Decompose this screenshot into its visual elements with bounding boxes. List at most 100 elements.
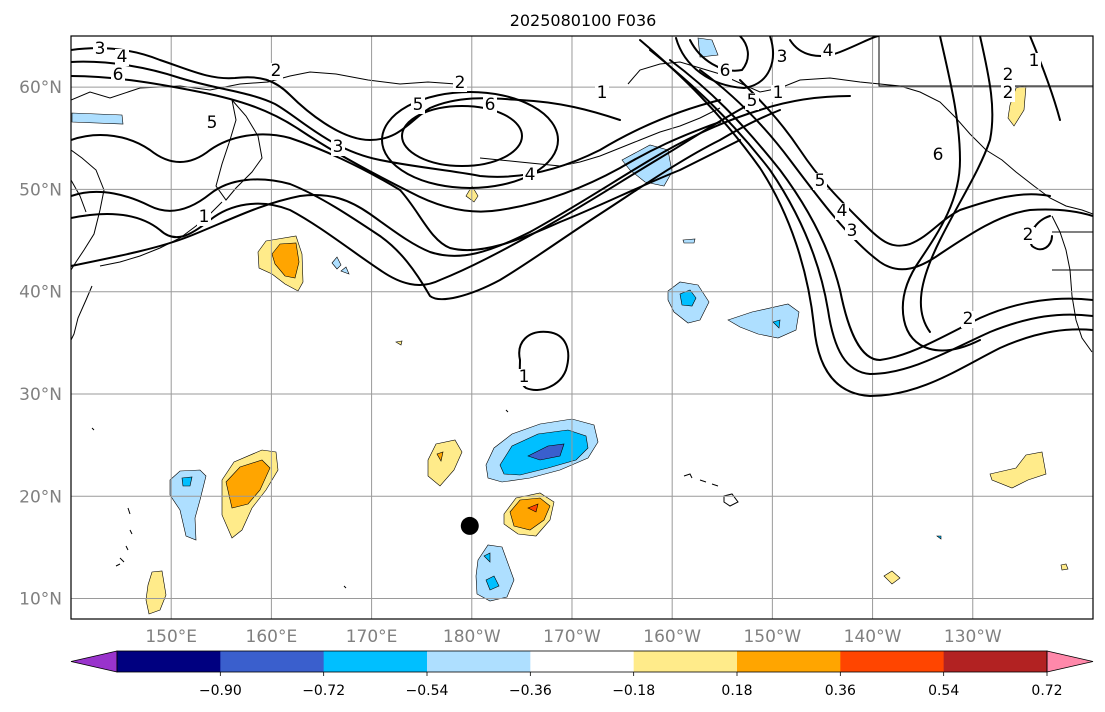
contour-label: 2 [963, 309, 974, 329]
contour-line [71, 75, 721, 213]
anomaly-region [883, 570, 901, 585]
contour-label-bg [813, 173, 827, 190]
colorbar-segment [117, 651, 221, 672]
contour-label: 1 [519, 367, 530, 387]
contour-label: 3 [333, 137, 344, 157]
contour-label: 3 [847, 221, 858, 241]
longitude-tick-label: 160°E [246, 627, 298, 647]
coastline-alaska [627, 61, 1093, 215]
contour-label: 4 [117, 47, 128, 67]
anomaly-region [427, 439, 463, 487]
anomaly-region [682, 238, 696, 244]
anomaly-region [527, 443, 565, 461]
contour-label-bg [1021, 227, 1035, 244]
anomaly-region [679, 289, 697, 307]
coastline-aleutians [479, 107, 721, 167]
contour-label: 5 [747, 91, 758, 111]
contour-label-bg [93, 41, 107, 58]
contour-line [639, 39, 1093, 397]
contour-label: 6 [485, 95, 496, 115]
map-background [71, 36, 1093, 619]
contour-label-bg [517, 369, 531, 386]
coastline-na-west [1051, 215, 1093, 353]
longitude-tick-label: 150°W [743, 627, 801, 647]
contour-label: 3 [95, 39, 106, 59]
anomaly-region [936, 535, 942, 540]
contour-label-bg [115, 49, 129, 66]
anomaly-region [727, 303, 800, 339]
latitude-tick-label: 60°N [19, 78, 62, 98]
contour-line [401, 105, 523, 167]
contour-line [675, 36, 774, 89]
contour-label-bg [845, 223, 859, 240]
contour-label-bg [771, 85, 785, 102]
map-boundary-box [1052, 231, 1093, 271]
colorbar-tick-label: −0.18 [612, 683, 655, 699]
colorbar-tick-label: −0.72 [302, 683, 345, 699]
anomaly-region [1007, 85, 1027, 127]
anomaly-region [475, 544, 515, 602]
anomaly-region [181, 476, 193, 487]
colorbar-segment [737, 651, 841, 672]
contour-label-bg [331, 139, 345, 156]
contour-label: 5 [413, 95, 424, 115]
anomaly-region [697, 37, 719, 58]
contour-line [1029, 215, 1053, 251]
map-title: 2025080100 F036 [510, 11, 657, 30]
anomaly-region [772, 319, 781, 329]
anomaly-region [485, 575, 500, 591]
contour-label-bg [595, 85, 609, 102]
contour-label-bg [269, 63, 283, 80]
latitude-tick-label: 50°N [19, 180, 62, 200]
colorbar-tick-label: −0.90 [199, 683, 242, 699]
contour-line [71, 95, 851, 267]
contour-label: 4 [837, 201, 848, 221]
contour-label: 1 [773, 83, 784, 103]
contour-label: 3 [777, 47, 788, 67]
colorbar-extend-low [70, 650, 118, 673]
contour-label-bg [1001, 85, 1015, 102]
anomaly-region [395, 340, 403, 346]
anomaly-region [331, 256, 342, 270]
contour-label-bg [411, 97, 425, 114]
contour-label-bg [205, 115, 219, 132]
colorbar-segment [633, 651, 738, 672]
anomaly-region [145, 570, 167, 615]
contour-label-bg [1027, 53, 1041, 70]
colorbar-segment [323, 651, 428, 672]
colorbar-tick-label: 0.36 [825, 683, 856, 699]
longitude-tick-label: 180°W [443, 627, 501, 647]
longitude-tick-label: 170°E [346, 627, 398, 647]
anomaly-region [509, 497, 551, 531]
contour-label: 5 [207, 113, 218, 133]
location-marker [460, 516, 479, 535]
anomaly-region [989, 451, 1047, 489]
colorbar-tick-label: −0.36 [509, 683, 552, 699]
latitude-labels: 60°N 50°N 40°N 30°N 20°N 10°N [19, 78, 62, 609]
colorbar-segment [220, 651, 325, 672]
anomaly-region [1060, 563, 1069, 571]
contour-line [901, 36, 981, 352]
colorbar-segment [840, 651, 945, 672]
map-frame [70, 35, 1094, 620]
longitude-tick-label: 160°W [643, 627, 701, 647]
anomaly-region [271, 242, 300, 279]
contour-label-bg [483, 97, 497, 114]
contour-line [699, 69, 1093, 271]
contour-label-bg [453, 75, 467, 92]
anomaly-region [340, 266, 350, 275]
latitude-tick-label: 20°N [19, 487, 62, 507]
latitude-tick-label: 10°N [19, 590, 62, 610]
colorbar: −0.90 −0.72 −0.54 −0.36 −0.18 0.18 0.36 0.54 0.7… [70, 650, 1094, 699]
colorbar-segment [427, 651, 531, 672]
colorbar-tick-label: 0.18 [721, 683, 752, 699]
contour-label-bg [821, 43, 835, 60]
contour-label-bg [835, 203, 849, 220]
contour-line [71, 133, 741, 252]
colorbar-segment [530, 651, 635, 672]
anomaly-region [483, 552, 491, 563]
contour-label: 4 [525, 165, 536, 185]
anomaly-region [527, 503, 539, 513]
contour-label-bg [961, 311, 975, 328]
